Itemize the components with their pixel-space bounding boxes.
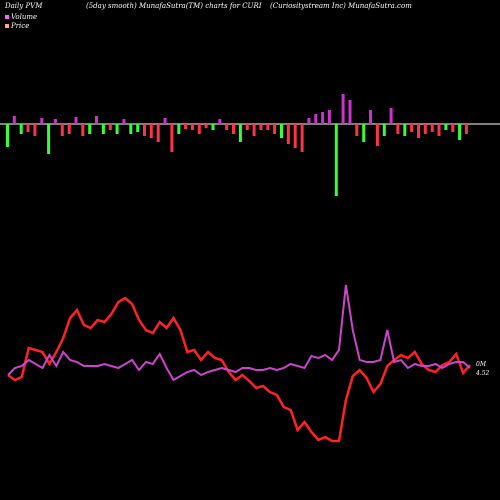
volume-bar	[410, 124, 414, 132]
volume-bar	[26, 124, 30, 132]
volume-bar	[403, 124, 407, 136]
volume-bar	[136, 124, 140, 132]
chart-title-right: (Curiositystream Inc) MunafaSutra.com	[270, 2, 412, 10]
pvm-end-label: 0M	[476, 361, 487, 368]
volume-bar	[362, 124, 366, 142]
pvm-line	[7, 284, 471, 382]
volume-bar	[40, 118, 44, 124]
volume-bar	[197, 124, 201, 134]
chart-title-left: Daily PVM	[5, 2, 43, 10]
volume-bar	[184, 124, 188, 129]
volume-bar	[122, 119, 126, 124]
volume-bar	[108, 124, 112, 130]
volume-bar	[225, 124, 229, 130]
volume-bar	[81, 124, 85, 136]
volume-bar	[149, 124, 153, 138]
volume-bar	[280, 124, 283, 138]
volume-bar	[321, 112, 325, 124]
volume-bar	[314, 114, 318, 124]
volume-bar	[300, 124, 304, 152]
legend-price-swatch	[5, 24, 9, 28]
volume-bar	[211, 124, 215, 130]
volume-bar	[417, 124, 420, 138]
volume-bar	[464, 124, 468, 134]
volume-bar	[170, 124, 174, 152]
volume-bar	[273, 124, 277, 134]
chart-title-middle: (5day smooth) MunafaSutra(TM) charts for…	[86, 2, 262, 10]
legend-volume-label: Volume	[11, 13, 38, 21]
volume-bar	[238, 124, 242, 142]
volume-bar	[60, 124, 64, 136]
price-end-label: 4.52	[475, 370, 490, 377]
legend-price: Price	[5, 22, 29, 30]
volume-bar	[232, 124, 235, 134]
volume-bar	[163, 118, 167, 124]
volume-bar	[190, 124, 194, 130]
legend-volume: Volume	[5, 13, 37, 21]
volume-bar	[19, 124, 23, 134]
volume-bar	[348, 100, 352, 124]
volume-bar	[88, 124, 92, 134]
volume-bar	[101, 124, 105, 134]
volume-bar	[259, 124, 263, 130]
volume-bar	[375, 124, 379, 146]
volume-bar	[444, 124, 448, 130]
volume-bar	[33, 124, 37, 136]
volume-bar	[218, 119, 222, 124]
volume-bar	[74, 117, 78, 124]
volume-bar	[451, 124, 455, 132]
volume-bar	[143, 124, 146, 136]
volume-bar	[334, 124, 338, 196]
volume-bar	[115, 124, 119, 134]
volume-bar	[204, 124, 208, 128]
volume-bar	[6, 124, 9, 147]
volume-bar	[355, 124, 359, 136]
volume-bar	[382, 124, 386, 136]
volume-bar	[307, 118, 311, 124]
legend-price-label: Price	[11, 22, 30, 30]
volume-bar	[423, 124, 427, 134]
volume-bars	[6, 94, 468, 196]
volume-bar	[156, 124, 160, 142]
volume-bar	[47, 124, 51, 154]
volume-bar	[12, 116, 16, 124]
volume-bar	[396, 124, 400, 134]
volume-bar	[95, 116, 98, 124]
volume-bar	[437, 124, 441, 136]
volume-bar	[129, 124, 133, 134]
legend-volume-swatch	[5, 15, 9, 19]
volume-bar	[245, 124, 249, 130]
volume-bar	[293, 124, 297, 148]
volume-bar	[389, 108, 393, 124]
volume-bar	[286, 124, 290, 144]
volume-bar	[327, 110, 331, 124]
volume-bar	[252, 124, 256, 136]
volume-bar	[67, 124, 71, 134]
volume-bar	[369, 110, 372, 124]
volume-bar	[430, 124, 434, 132]
volume-bar	[53, 119, 57, 124]
volume-bar	[458, 124, 462, 140]
volume-bar	[341, 94, 345, 124]
volume-bar	[266, 124, 270, 130]
volume-bar	[177, 124, 181, 134]
